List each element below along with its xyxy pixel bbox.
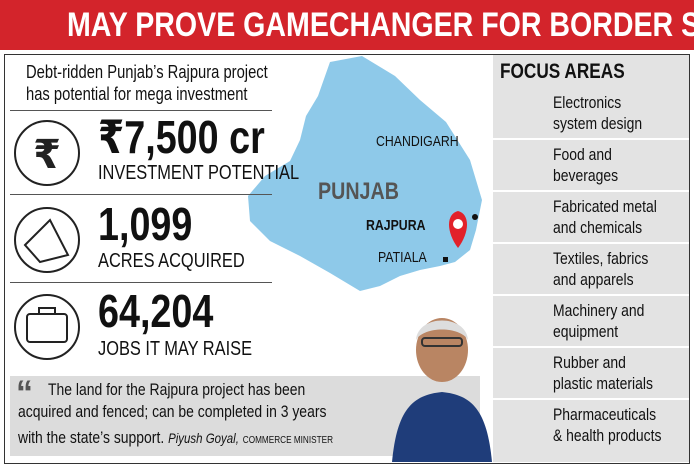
- pin-hole: [453, 219, 463, 229]
- focus-divider: [493, 242, 689, 244]
- punjab-map: [248, 56, 482, 291]
- portrait: [392, 318, 492, 462]
- quote-line: acquired and fenced; can be completed in…: [18, 402, 327, 421]
- chandigarh-dot: [472, 214, 478, 220]
- focus-item: and apparels: [553, 270, 634, 289]
- stat-value: ₹7,500 cr: [98, 111, 265, 163]
- title: MAY PROVE GAMECHANGER FOR BORDER STATE: [66, 6, 694, 44]
- focus-divider: [493, 190, 689, 192]
- focus-item: Electronics: [553, 93, 622, 112]
- stat-label: INVESTMENT POTENTIAL: [98, 162, 300, 184]
- focus-item: Textiles, fabrics: [553, 249, 649, 268]
- intro-line: has potential for mega investment: [26, 84, 248, 104]
- focus-item: plastic materials: [553, 374, 653, 393]
- focus-item: & health products: [553, 426, 662, 445]
- separator: [10, 194, 272, 195]
- focus-item: beverages: [553, 166, 619, 185]
- briefcase: [26, 313, 68, 343]
- focus-item: Food and: [553, 145, 612, 164]
- speaker-name: Piyush Goyal,: [168, 430, 239, 446]
- stat-value: 64,204: [98, 285, 214, 337]
- map-place: RAJPURA: [366, 217, 426, 234]
- briefcase-handle: [38, 307, 56, 314]
- focus-item: Fabricated metal: [553, 197, 657, 216]
- focus-divider: [493, 346, 689, 348]
- map-place: CHANDIGARH: [376, 133, 459, 150]
- land-shape: [23, 218, 70, 264]
- focus-item: Rubber and: [553, 353, 626, 372]
- focus-panel: [493, 55, 689, 462]
- map-place: PATIALA: [378, 249, 427, 266]
- quote-line: with the state’s support.: [18, 428, 165, 447]
- focus-divider: [493, 294, 689, 296]
- focus-item: system design: [553, 114, 643, 133]
- focus-title: FOCUS AREAS: [500, 60, 625, 83]
- quote-line: The land for the Rajpura project has bee…: [48, 380, 306, 399]
- rupee-glyph: ₹: [33, 133, 61, 177]
- separator: [10, 282, 272, 283]
- frame: [4, 54, 690, 464]
- focus-item: equipment: [553, 322, 619, 341]
- focus-item: Machinery and: [553, 301, 645, 320]
- stat-value: 1,099: [98, 198, 193, 250]
- map-state: PUNJAB: [318, 178, 399, 205]
- separator: [10, 110, 272, 111]
- focus-item: Pharmaceuticals: [553, 405, 657, 424]
- patiala-dot: [443, 257, 448, 262]
- focus-divider: [493, 398, 689, 400]
- land-icon: [14, 207, 80, 273]
- focus-item: and chemicals: [553, 218, 643, 237]
- speaker-role: COMMERCE MINISTER: [242, 435, 333, 446]
- stat-label: JOBS IT MAY RAISE: [98, 338, 253, 360]
- jobs-icon: [14, 294, 80, 360]
- rupee-icon: [14, 120, 80, 186]
- rajpura-pin: [449, 211, 467, 248]
- stat-label: ACRES ACQUIRED: [98, 250, 245, 272]
- quote-mark: “: [16, 374, 33, 412]
- title-bar: MAY PROVE GAMECHANGER FOR BORDER STATE: [0, 0, 694, 50]
- focus-divider: [493, 138, 689, 140]
- quote-end: with the state’s support. Piyush Goyal, …: [18, 428, 333, 448]
- intro-line: Debt-ridden Punjab’s Rajpura project: [26, 62, 268, 82]
